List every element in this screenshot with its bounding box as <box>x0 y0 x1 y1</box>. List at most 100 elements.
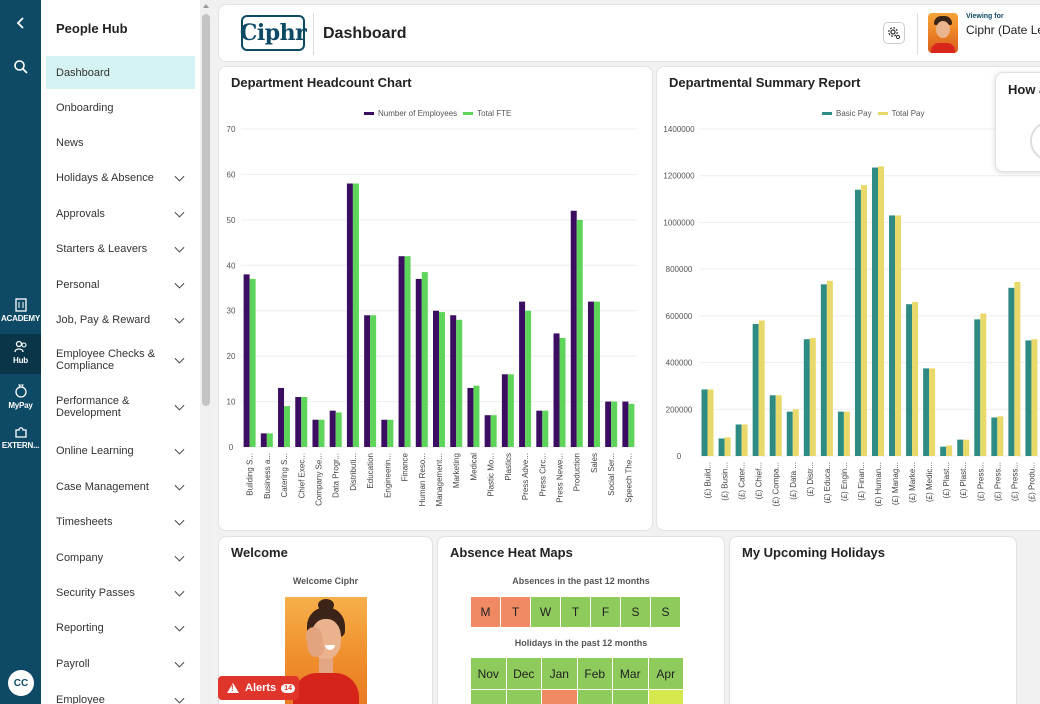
popup-circle-control[interactable] <box>1030 121 1040 161</box>
bar-basic-pay[interactable] <box>718 438 725 456</box>
day-cell[interactable]: S <box>621 597 650 627</box>
bar-basic-pay[interactable] <box>872 167 878 456</box>
month-cell[interactable]: Feb <box>577 658 612 689</box>
bar-total-fte[interactable] <box>284 406 291 447</box>
bar-number-of-employees[interactable] <box>278 387 285 447</box>
month-cell[interactable] <box>648 690 683 704</box>
survey-popup[interactable]: How a <box>995 72 1040 172</box>
bar-basic-pay[interactable] <box>1008 287 1015 456</box>
bar-number-of-employees[interactable] <box>605 401 612 447</box>
viewing-user-name[interactable]: Ciphr (Date Le <box>966 23 1040 37</box>
bar-total-fte[interactable] <box>249 278 256 447</box>
bar-total-fte[interactable] <box>404 256 411 447</box>
bar-total-pay[interactable] <box>912 301 919 456</box>
bar-total-pay[interactable] <box>997 416 1004 456</box>
bar-number-of-employees[interactable] <box>553 333 560 447</box>
bar-total-fte[interactable] <box>628 403 635 447</box>
bar-total-pay[interactable] <box>946 445 953 456</box>
bar-total-pay[interactable] <box>707 389 714 456</box>
sidebar-scrollbar[interactable] <box>200 0 212 704</box>
bar-number-of-employees[interactable] <box>536 410 543 447</box>
bar-basic-pay[interactable] <box>786 411 793 456</box>
bar-total-pay[interactable] <box>860 185 867 457</box>
scroll-up-arrow-icon[interactable] <box>203 4 209 8</box>
bar-total-fte[interactable] <box>473 385 480 447</box>
month-cell[interactable]: Nov <box>471 658 506 689</box>
bar-number-of-employees[interactable] <box>415 278 422 447</box>
bar-basic-pay[interactable] <box>957 439 964 456</box>
sidebar-item-news[interactable]: News <box>46 126 195 159</box>
bar-total-fte[interactable] <box>542 410 549 447</box>
sidebar-item-onboarding[interactable]: Onboarding <box>46 91 195 124</box>
bar-total-fte[interactable] <box>507 374 514 447</box>
sidebar-item-case-management[interactable]: Case Management <box>46 470 195 503</box>
bar-basic-pay[interactable] <box>752 324 759 456</box>
bar-number-of-employees[interactable] <box>433 310 439 447</box>
sidebar-item-starters-leavers[interactable]: Starters & Leavers <box>46 232 195 265</box>
month-cell[interactable] <box>613 690 648 704</box>
scrollbar-thumb[interactable] <box>202 14 210 406</box>
bar-total-fte[interactable] <box>301 397 308 447</box>
bar-total-pay[interactable] <box>775 395 782 456</box>
bar-number-of-employees[interactable] <box>622 401 629 447</box>
sidebar-item-security-passes[interactable]: Security Passes <box>46 576 195 609</box>
bar-total-pay[interactable] <box>724 437 731 456</box>
bar-basic-pay[interactable] <box>940 446 947 456</box>
bar-basic-pay[interactable] <box>991 417 998 456</box>
rail-item-external[interactable]: EXTERN... <box>0 425 41 450</box>
bar-basic-pay[interactable] <box>769 395 776 456</box>
bar-number-of-employees[interactable] <box>587 301 594 447</box>
day-cell[interactable]: T <box>561 597 590 627</box>
bar-number-of-employees[interactable] <box>519 301 526 447</box>
bar-number-of-employees[interactable] <box>346 183 353 447</box>
sidebar-item-timesheets[interactable]: Timesheets <box>46 505 195 538</box>
bar-basic-pay[interactable] <box>889 215 896 456</box>
bar-total-pay[interactable] <box>792 409 799 456</box>
bar-total-pay[interactable] <box>980 313 987 456</box>
bar-total-pay[interactable] <box>843 411 850 456</box>
bar-total-pay[interactable] <box>1031 339 1038 456</box>
bar-number-of-employees[interactable] <box>398 256 405 447</box>
month-cell[interactable]: Jan <box>542 658 577 689</box>
sidebar-item-performance-development[interactable]: Performance & Development <box>46 386 195 428</box>
month-cell[interactable]: Apr <box>648 658 683 689</box>
bar-total-pay[interactable] <box>895 215 902 456</box>
bar-number-of-employees[interactable] <box>312 419 319 447</box>
month-cell[interactable] <box>542 690 577 704</box>
bar-basic-pay[interactable] <box>974 319 981 456</box>
month-cell[interactable] <box>577 690 612 704</box>
bar-total-pay[interactable] <box>963 439 970 456</box>
bar-total-fte[interactable] <box>318 419 325 447</box>
bar-number-of-employees[interactable] <box>501 374 508 447</box>
collapse-button[interactable] <box>0 16 41 30</box>
bar-number-of-employees[interactable] <box>364 315 371 447</box>
bar-total-fte[interactable] <box>576 219 583 447</box>
bar-number-of-employees[interactable] <box>381 419 388 447</box>
bar-total-fte[interactable] <box>456 319 463 447</box>
bar-number-of-employees[interactable] <box>484 415 491 447</box>
bar-basic-pay[interactable] <box>837 411 844 456</box>
sidebar-item-online-learning[interactable]: Online Learning <box>46 434 195 467</box>
bar-total-fte[interactable] <box>387 419 394 447</box>
day-cell[interactable]: S <box>651 597 680 627</box>
sidebar-item-approvals[interactable]: Approvals <box>46 197 195 230</box>
day-cell[interactable]: M <box>471 597 500 627</box>
bar-total-pay[interactable] <box>741 424 748 456</box>
sidebar-item-employee-checks-compliance[interactable]: Employee Checks & Compliance <box>46 339 195 381</box>
bar-number-of-employees[interactable] <box>260 433 267 447</box>
bar-total-fte[interactable] <box>593 301 600 447</box>
bar-number-of-employees[interactable] <box>467 387 474 447</box>
search-button[interactable] <box>0 59 41 75</box>
sidebar-item-company[interactable]: Company <box>46 541 195 574</box>
rail-item-academy[interactable]: ACADEMY <box>0 298 41 323</box>
bar-total-pay[interactable] <box>809 338 816 456</box>
user-initials-avatar[interactable]: CC <box>8 670 34 696</box>
sidebar-item-payroll[interactable]: Payroll <box>46 647 195 680</box>
dashboard-settings-button[interactable] <box>883 22 905 44</box>
bar-total-fte[interactable] <box>525 310 532 447</box>
bar-total-pay[interactable] <box>758 320 765 456</box>
sidebar-item-dashboard[interactable]: Dashboard <box>46 56 195 89</box>
bar-total-pay[interactable] <box>826 280 833 456</box>
legend-item-fte[interactable]: Total FTE <box>463 109 511 118</box>
sidebar-item-job-pay-reward[interactable]: Job, Pay & Reward <box>46 303 195 336</box>
